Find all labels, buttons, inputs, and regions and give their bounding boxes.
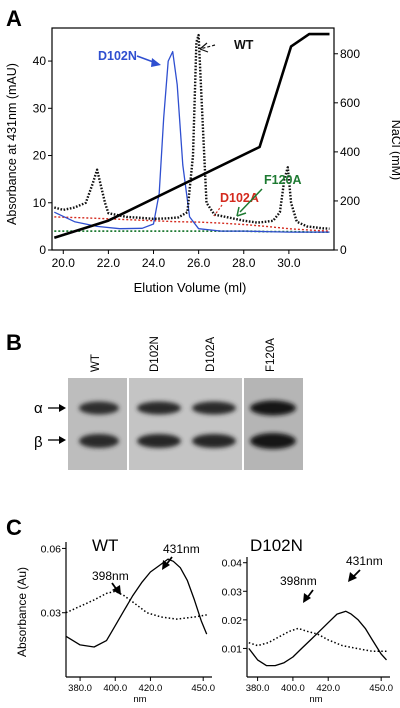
spectrum-d102n-ticks: 380.0 400.0 420.0 450.0 0.01 0.02 0.03 0.04 bbox=[222, 558, 394, 694]
spectrum-wt-series bbox=[65, 558, 208, 648]
series-f120a-line bbox=[54, 230, 330, 234]
annotation-wt-398nm-arrowhead bbox=[112, 585, 121, 595]
elution-y2-axis-label: NaCl (mM) bbox=[389, 120, 400, 180]
lane-label-wt: WT bbox=[90, 354, 102, 372]
spectrum-d102n-y-tick-label: 0.03 bbox=[222, 586, 243, 598]
elution-x-tick-label: 30.0 bbox=[277, 256, 301, 270]
elution-y-tick-label: 20 bbox=[33, 149, 47, 163]
series-wt-line bbox=[53, 33, 330, 230]
spectrum-d102n-y-tick-label: 0.01 bbox=[222, 643, 243, 655]
spectrum-wt-ticks: 380.0 400.0 420.0 450.0 0.03 0.06 bbox=[41, 543, 216, 694]
annotation-wt: WT bbox=[234, 38, 254, 52]
elution-y2-tick-label: 600 bbox=[340, 96, 360, 110]
spectrum-wt-x-axis-label: nm bbox=[133, 694, 146, 705]
spectrum-d102n-x-tick-label: 450.0 bbox=[369, 683, 393, 694]
spectrum-d102n-y-tick-label: 0.02 bbox=[222, 615, 243, 627]
spectrum-wt-x-tick-label: 400.0 bbox=[103, 683, 127, 694]
band-wt-beta bbox=[79, 434, 119, 448]
elution-x-ticks: 20.0 22.0 24.0 26.0 28.0 30.0 bbox=[52, 250, 301, 270]
spectrum-wt-dotted-line bbox=[65, 590, 207, 620]
elution-x-tick-label: 22.0 bbox=[97, 256, 121, 270]
spectrum-wt-y-tick-label: 0.03 bbox=[41, 608, 62, 620]
annotation-f120a: F120A bbox=[264, 173, 302, 187]
spectrum-wt-solid-line bbox=[65, 558, 208, 648]
spectrum-wt-x-tick-label: 450.0 bbox=[191, 683, 215, 694]
elution-y2-ticks: 0 200 400 600 800 bbox=[334, 47, 360, 257]
spectrum-wt-x-tick-label: 420.0 bbox=[139, 683, 163, 694]
elution-y-tick-label: 40 bbox=[33, 54, 47, 68]
annotation-wt-arrow bbox=[199, 44, 216, 50]
annotation-wt-398nm: 398nm bbox=[92, 569, 129, 583]
band-d102a-alpha bbox=[192, 401, 236, 415]
panel-label-a: A bbox=[6, 6, 22, 31]
elution-x-tick-label: 24.0 bbox=[142, 256, 166, 270]
panel-label-c: C bbox=[6, 515, 22, 540]
blot-panel-1 bbox=[68, 378, 127, 470]
row-label-beta: β bbox=[34, 434, 43, 451]
series-nacl-line bbox=[53, 32, 330, 239]
elution-y-tick-label: 10 bbox=[33, 196, 47, 210]
elution-y-ticks: 0 10 20 30 40 bbox=[33, 54, 52, 257]
spectrum-d102n-solid-line bbox=[248, 610, 387, 667]
spectrum-d102n-chart: D102N 380.0 400.0 420.0 450.0 0.01 0.02 0.03 0.… bbox=[222, 536, 394, 705]
row-label-alpha: α bbox=[34, 400, 43, 417]
elution-y-axis-label: Absorbance at 431nm (mAU) bbox=[5, 63, 19, 225]
elution-y2-tick-label: 400 bbox=[340, 145, 360, 159]
series-d102a-line bbox=[54, 216, 330, 232]
band-d102n-alpha bbox=[137, 401, 181, 415]
spectrum-d102n-x-tick-label: 380.0 bbox=[246, 683, 270, 694]
elution-y2-tick-label: 200 bbox=[340, 194, 360, 208]
lane-label-d102a: D102A bbox=[205, 337, 217, 372]
elution-y-tick-label: 30 bbox=[33, 101, 47, 115]
elution-x-tick-label: 20.0 bbox=[52, 256, 76, 270]
spectrum-wt-title: WT bbox=[92, 536, 118, 555]
western-blot: WT D102N D102A F120A α β bbox=[34, 336, 303, 470]
spectrum-d102n-series bbox=[248, 610, 387, 667]
panel-label-b: B bbox=[6, 330, 22, 355]
annotation-f120a-arrow bbox=[239, 188, 263, 213]
elution-y-tick-label: 0 bbox=[39, 243, 46, 257]
spectrum-wt-chart: WT 380.0 400.0 420.0 450.0 0.03 0.06 Absorban… bbox=[15, 536, 215, 705]
annotation-f120a-arrowhead bbox=[236, 206, 247, 217]
elution-y2-tick-label: 0 bbox=[340, 243, 347, 257]
annotation-d102n-431nm-arrowhead bbox=[348, 572, 357, 582]
annotation-wt-431nm: 431nm bbox=[163, 542, 200, 556]
annotation-d102n-398nm-arrowhead bbox=[303, 593, 311, 603]
lane-label-f120a: F120A bbox=[265, 338, 277, 372]
annotation-d102n-arrowhead bbox=[151, 58, 161, 67]
elution-x-tick-label: 28.0 bbox=[232, 256, 256, 270]
series-d102n-line bbox=[54, 50, 330, 233]
lane-label-d102n: D102N bbox=[149, 336, 161, 372]
band-f120a-beta bbox=[250, 433, 296, 449]
spectrum-d102n-dotted-line bbox=[248, 627, 387, 653]
band-wt-alpha bbox=[79, 401, 119, 415]
annotation-wt-arrowhead bbox=[199, 42, 209, 53]
elution-x-tick-label: 26.0 bbox=[187, 256, 211, 270]
annotation-d102n: D102N bbox=[98, 49, 137, 63]
elution-chart: 20.0 22.0 24.0 26.0 28.0 30.0 0 10 20 30 40 0 200 4… bbox=[5, 27, 400, 295]
band-f120a-alpha bbox=[250, 400, 296, 416]
row-arrowhead-alpha bbox=[59, 404, 66, 412]
annotation-d102n-398nm: 398nm bbox=[280, 574, 317, 588]
annotation-d102n-431nm: 431nm bbox=[346, 554, 383, 568]
spectrum-d102n-y-tick-label: 0.04 bbox=[222, 558, 243, 570]
row-arrowhead-beta bbox=[59, 436, 66, 444]
annotation-wt-431nm-arrowhead bbox=[162, 560, 170, 570]
blot-panel-2 bbox=[129, 378, 242, 470]
elution-x-axis-label: Elution Volume (ml) bbox=[134, 280, 247, 295]
spectrum-d102n-title: D102N bbox=[250, 536, 303, 555]
elution-series bbox=[53, 32, 330, 239]
spectrum-wt-x-tick-label: 380.0 bbox=[68, 683, 92, 694]
elution-plot-frame bbox=[51, 27, 335, 251]
spectrum-d102n-x-axis-label: nm bbox=[309, 694, 322, 705]
spectrum-d102n-x-tick-label: 420.0 bbox=[316, 683, 340, 694]
spectrum-y-axis-label: Absorbance (Au) bbox=[15, 567, 29, 657]
spectrum-wt-y-tick-label: 0.06 bbox=[41, 543, 62, 555]
spectrum-d102n-x-tick-label: 400.0 bbox=[281, 683, 305, 694]
band-d102n-beta bbox=[137, 434, 181, 448]
blot-panel-3 bbox=[244, 378, 303, 470]
elution-y2-tick-label: 800 bbox=[340, 47, 360, 61]
band-d102a-beta bbox=[192, 434, 236, 448]
